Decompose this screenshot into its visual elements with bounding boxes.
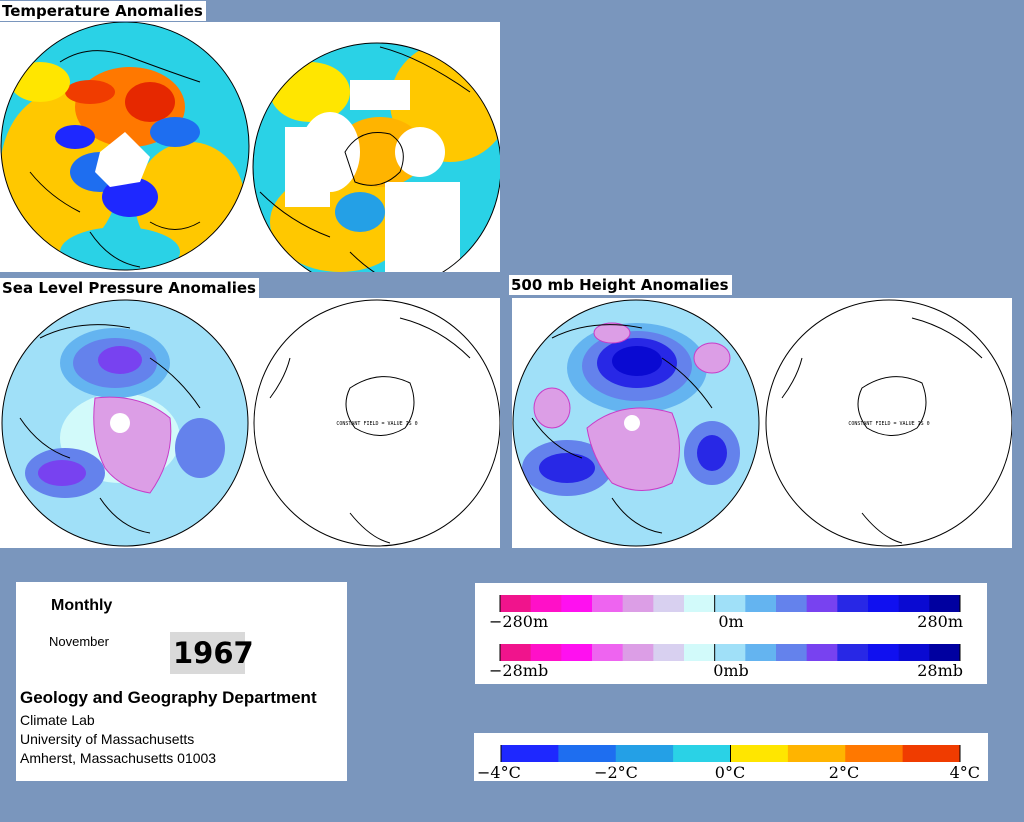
pressure-colorbar-swatch — [745, 644, 777, 661]
period-label: Monthly — [51, 597, 113, 614]
university-label: University of Massachusetts — [20, 731, 195, 747]
temperature-colorbar-swatch — [730, 745, 789, 762]
year-box: 1967 — [170, 632, 254, 674]
pressure-legend-mid: 0mb — [713, 661, 749, 680]
height-colorbar-swatch — [561, 595, 593, 612]
temperature-colorbar-swatch — [673, 745, 731, 762]
height-colorbar-swatch — [684, 595, 716, 612]
pressure-legend-min: −28mb — [489, 661, 548, 680]
pressure-legend-max: 28mb — [917, 661, 963, 680]
slp-maps-panel: CONSTANT FIELD = VALUE IS 0 — [0, 298, 500, 548]
height-anomalies-title: 500 mb Height Anomalies — [509, 275, 732, 295]
southern-hemisphere-temperature-map — [253, 43, 500, 272]
pressure-colorbar-swatch — [806, 644, 838, 661]
height-colorbar — [499, 595, 961, 612]
pressure-colorbar-swatch — [898, 644, 930, 661]
southern-hemisphere-slp-map — [253, 299, 500, 547]
temperature-colorbar-swatch — [787, 745, 846, 762]
height-colorbar-swatch — [653, 595, 685, 612]
height-colorbar-swatch — [500, 595, 532, 612]
height-colorbar-swatch — [898, 595, 930, 612]
height-colorbar-swatch — [837, 595, 869, 612]
height-legend-max: 280m — [917, 612, 963, 631]
temp-legend-t1: −4°C — [477, 763, 521, 781]
pressure-colorbar-swatch — [592, 644, 624, 661]
height-colorbar-swatch — [929, 595, 961, 612]
temperature-colorbar-swatch — [501, 745, 559, 762]
temperature-maps-panel — [0, 22, 500, 272]
info-box: Monthly November 1967 Geology and Geogra… — [16, 582, 347, 781]
month-label: November — [49, 634, 109, 649]
height-colorbar-swatch — [714, 595, 746, 612]
height-colorbar-swatch — [530, 595, 562, 612]
temperature-colorbar-swatch — [615, 745, 674, 762]
height-colorbar-swatch — [592, 595, 624, 612]
height-pressure-legend: −280m 0m 280m −28mb 0mb 28mb — [475, 583, 987, 684]
pressure-colorbar-swatch — [714, 644, 746, 661]
pressure-colorbar-swatch — [929, 644, 961, 661]
year-label: 1967 — [173, 636, 254, 670]
pressure-colorbar-swatch — [530, 644, 562, 661]
height-legend-mid: 0m — [718, 612, 743, 631]
pressure-colorbar-swatch — [868, 644, 900, 661]
pressure-colorbar-swatch — [561, 644, 593, 661]
height-colorbar-swatch — [806, 595, 838, 612]
height-colorbar-swatch — [622, 595, 654, 612]
southern-hemisphere-height-map — [765, 299, 1012, 547]
height-legend-min: −280m — [489, 612, 548, 631]
department-label: Geology and Geography Department — [20, 688, 317, 707]
temperature-colorbar — [500, 745, 961, 762]
slp-anomalies-title: Sea Level Pressure Anomalies — [0, 278, 259, 298]
northern-hemisphere-height-map — [513, 300, 759, 546]
temperature-anomalies-title: Temperature Anomalies — [0, 1, 206, 21]
height-constant-field-text: CONSTANT FIELD = VALUE IS 0 — [848, 421, 929, 427]
pressure-colorbar-swatch — [837, 644, 869, 661]
temperature-legend: −4°C −2°C 0°C 2°C 4°C — [474, 733, 988, 781]
height-maps-panel: CONSTANT FIELD = VALUE IS 0 — [512, 298, 1012, 548]
pressure-colorbar-swatch — [500, 644, 532, 661]
northern-hemisphere-temperature-map — [1, 22, 249, 270]
temp-legend-t5: 4°C — [950, 763, 980, 781]
temp-legend-t4: 2°C — [829, 763, 859, 781]
temperature-colorbar-swatch — [558, 745, 617, 762]
pressure-colorbar — [499, 644, 961, 661]
temp-legend-t3: 0°C — [715, 763, 745, 781]
pressure-colorbar-swatch — [776, 644, 808, 661]
height-colorbar-swatch — [745, 595, 777, 612]
address-label: Amherst, Massachusetts 01003 — [20, 750, 217, 766]
temp-legend-t2: −2°C — [594, 763, 638, 781]
height-colorbar-swatch — [776, 595, 808, 612]
lab-label: Climate Lab — [20, 712, 95, 728]
pressure-colorbar-swatch — [622, 644, 654, 661]
pressure-colorbar-swatch — [653, 644, 685, 661]
northern-hemisphere-slp-map — [2, 300, 248, 546]
pressure-colorbar-swatch — [684, 644, 716, 661]
slp-constant-field-text: CONSTANT FIELD = VALUE IS 0 — [336, 421, 417, 427]
temperature-colorbar-swatch — [845, 745, 904, 762]
temperature-colorbar-swatch — [902, 745, 961, 762]
height-colorbar-swatch — [868, 595, 900, 612]
